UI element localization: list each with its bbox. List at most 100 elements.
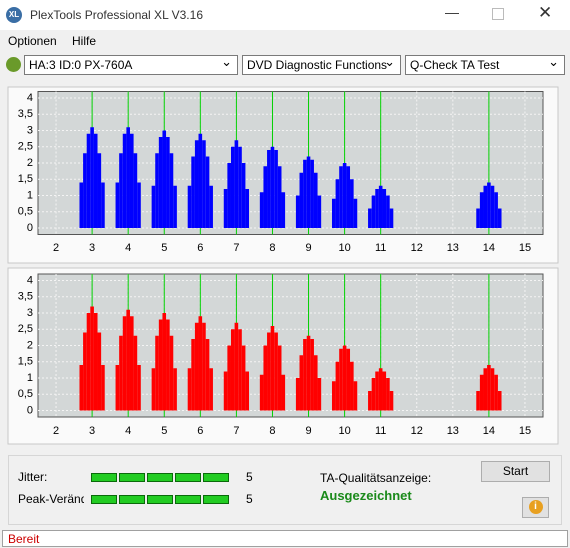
bar (155, 335, 159, 411)
x-tick-label: 5 (161, 242, 167, 254)
bar (205, 156, 210, 228)
bar (335, 179, 340, 228)
bar (169, 335, 174, 411)
y-tick-label: 3,5 (18, 291, 33, 303)
bar (299, 355, 304, 411)
y-tick-label: 4 (27, 274, 33, 286)
charts: 00,511,522,533,542 3 4 5 6 7 8 9 10 11 12 13 14 1500,… (7, 86, 559, 445)
bar (133, 153, 138, 228)
info-icon: i (528, 500, 543, 514)
y-tick-label: 3,5 (18, 108, 33, 120)
bar (119, 335, 123, 411)
x-tick-label: 3 (89, 425, 95, 437)
bar (202, 322, 206, 411)
test-select[interactable]: Q-Check TA Test (405, 55, 565, 75)
x-tick-label: 2 (53, 425, 59, 437)
bar (101, 182, 105, 228)
bar (270, 146, 275, 228)
bar (479, 192, 484, 228)
minimize[interactable]: — (445, 4, 459, 20)
x-tick-label: 6 (197, 242, 203, 254)
y-tick-label: 2 (27, 339, 33, 351)
info-button[interactable]: i (522, 497, 549, 518)
bar (331, 198, 336, 228)
bar (270, 326, 275, 411)
menu-item[interactable]: Hilfe (72, 34, 97, 48)
y-tick-label: 3 (27, 124, 33, 136)
y-tick-label: 4 (27, 92, 33, 104)
x-tick-label: 9 (305, 242, 311, 254)
bar (90, 306, 94, 411)
bar (375, 189, 379, 228)
bar (198, 316, 203, 411)
bar (476, 208, 480, 228)
bar (368, 208, 372, 228)
menu-item[interactable]: Optionen (8, 34, 57, 48)
bar (187, 368, 192, 411)
bar (375, 371, 379, 411)
bar (281, 192, 286, 228)
bar (202, 140, 206, 228)
bar (151, 368, 156, 411)
bar (317, 195, 322, 228)
peak-value: 5 (246, 492, 253, 506)
bar (490, 368, 495, 411)
bar (97, 332, 102, 411)
maximize[interactable] (492, 8, 504, 20)
bar (194, 140, 199, 228)
bar (83, 153, 87, 228)
bar (101, 365, 105, 411)
bar (371, 378, 376, 411)
bar (133, 335, 138, 411)
y-tick-label: 0 (27, 404, 33, 416)
close[interactable]: ✕ (538, 3, 553, 22)
bar (494, 374, 498, 411)
bar (137, 182, 141, 228)
x-tick-label: 9 (305, 425, 311, 437)
y-tick-label: 1,5 (18, 173, 33, 185)
bar (191, 156, 195, 228)
bar (93, 313, 98, 411)
start-button[interactable]: Start (481, 461, 550, 482)
rating-segment (147, 495, 173, 504)
y-tick-label: 0,5 (18, 206, 33, 218)
bar (209, 368, 213, 411)
bar (299, 172, 304, 228)
bar (310, 159, 314, 228)
rating-segment (147, 473, 173, 482)
bar (487, 182, 491, 228)
bar (487, 365, 491, 411)
function-select[interactable]: DVD Diagnostic Functions (242, 55, 401, 75)
bar (227, 163, 231, 228)
bar (310, 339, 314, 411)
bar (335, 361, 340, 411)
bar (259, 192, 264, 228)
rating-segment (175, 495, 201, 504)
rating-segment (91, 495, 117, 504)
bar (227, 345, 231, 411)
bar (490, 185, 495, 228)
drive-select[interactable]: HA:3 ID:0 PX-760A (24, 55, 238, 75)
bar (122, 133, 127, 228)
bar (339, 166, 343, 228)
y-tick-label: 1 (27, 189, 33, 201)
bar (86, 313, 91, 411)
bar (97, 153, 102, 228)
x-tick-label: 12 (411, 242, 423, 254)
bar (274, 332, 278, 411)
bar (386, 195, 390, 228)
bar (494, 192, 498, 228)
bar (115, 182, 120, 228)
rating-segment (175, 473, 201, 482)
x-tick-label: 4 (125, 425, 131, 437)
bar (371, 195, 376, 228)
bar (122, 316, 127, 411)
bar (378, 185, 383, 228)
bar (303, 159, 307, 228)
results-panel (8, 455, 562, 525)
bar (238, 146, 242, 228)
bar (295, 195, 300, 228)
bar (353, 381, 358, 411)
bar (281, 374, 286, 411)
bar (79, 365, 84, 411)
